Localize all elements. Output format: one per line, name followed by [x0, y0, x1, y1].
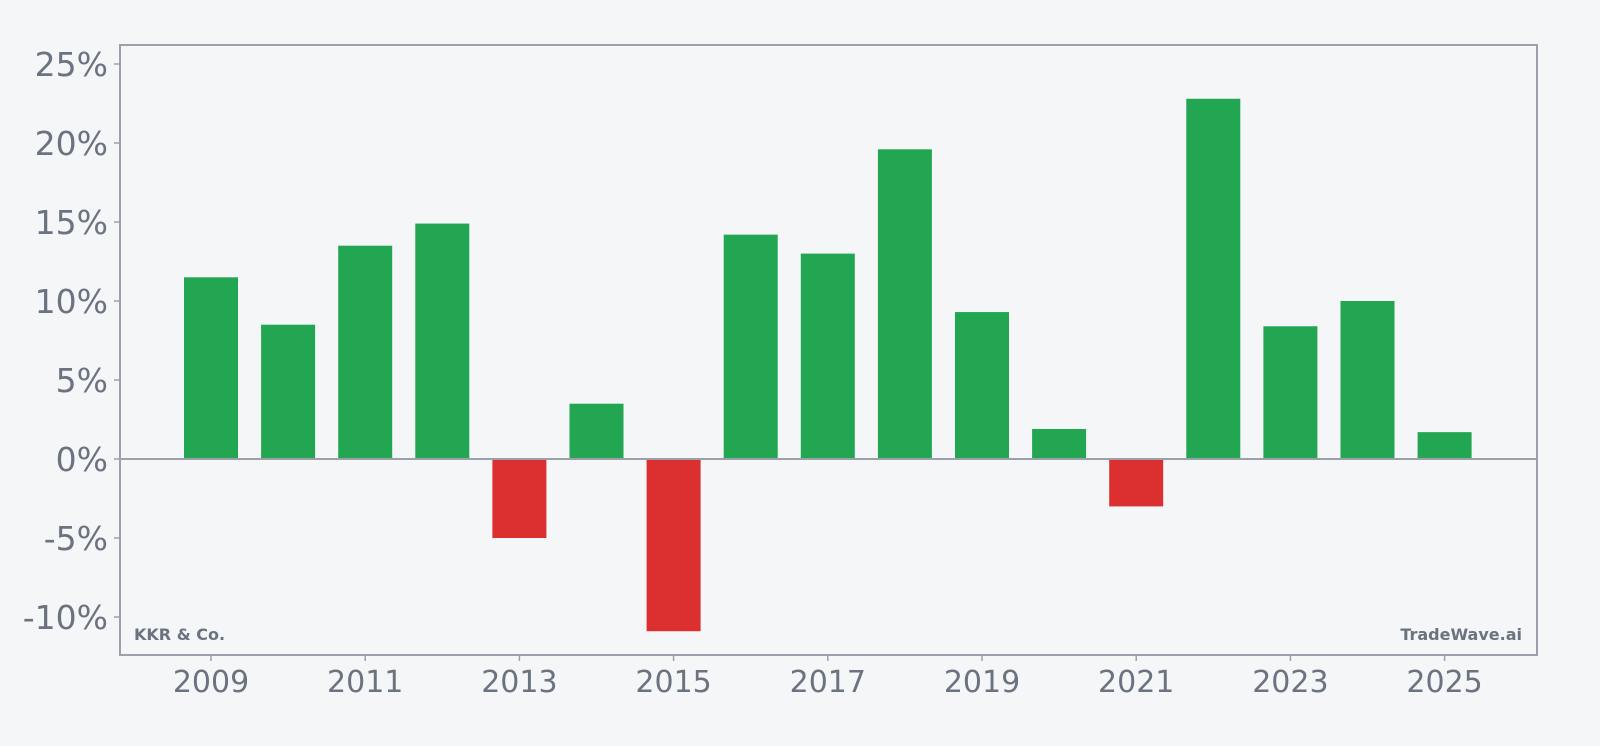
bar-2024	[1340, 301, 1395, 459]
brand-watermark: TradeWave.ai	[1400, 625, 1522, 644]
x-tick-label: 2023	[1252, 665, 1328, 700]
y-axis: 25% 20% 15% 10% 5% 0% -5% -10%	[23, 45, 120, 637]
x-tick-label: 2011	[327, 665, 403, 700]
bar-2009	[184, 277, 238, 459]
y-tick-label: 0%	[56, 440, 108, 479]
bar-2022	[1186, 98, 1241, 459]
bar-2019	[955, 312, 1009, 459]
y-tick-label: 15%	[35, 203, 108, 242]
x-tick-label: 2009	[173, 665, 249, 700]
bar-2025	[1417, 432, 1472, 459]
bar-series	[184, 98, 1472, 632]
y-tick-label: -10%	[23, 598, 108, 637]
bar-2013	[492, 459, 547, 538]
bar-2021	[1109, 459, 1164, 507]
x-tick-label: 2025	[1406, 665, 1482, 700]
bar-2020	[1032, 428, 1087, 459]
x-tick-label: 2019	[944, 665, 1020, 700]
y-tick-label: 10%	[35, 282, 108, 321]
x-axis: 2009 2011 2013 2015 2017 2019 2021 2023 2025	[173, 655, 1483, 700]
company-label: KKR & Co.	[134, 625, 225, 644]
bar-2018	[877, 149, 932, 459]
y-tick-label: 5%	[56, 361, 108, 400]
y-tick-label: -5%	[44, 519, 108, 558]
bar-2014	[569, 403, 624, 459]
x-tick-label: 2017	[790, 665, 866, 700]
x-tick-label: 2021	[1098, 665, 1174, 700]
y-tick-label: 20%	[35, 124, 108, 163]
x-tick-label: 2015	[635, 665, 711, 700]
bar-2017	[800, 253, 855, 459]
bar-2015	[646, 459, 701, 632]
y-tick-label: 25%	[35, 45, 108, 84]
x-tick-label: 2013	[481, 665, 557, 700]
bar-2016	[723, 234, 778, 459]
bar-2011	[338, 245, 393, 459]
bar-2012	[415, 223, 470, 459]
bar-2010	[261, 324, 316, 459]
bar-2023	[1263, 326, 1318, 459]
